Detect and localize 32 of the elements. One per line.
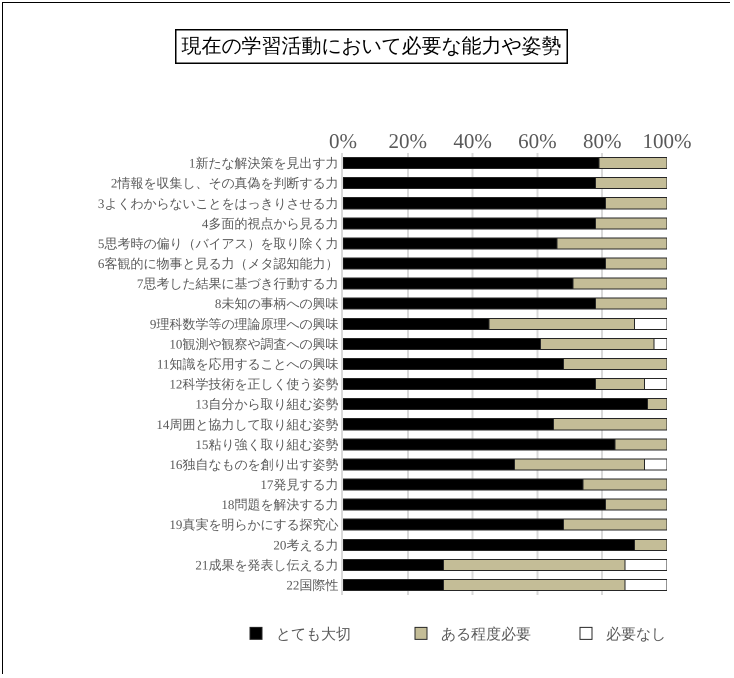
y-tick-label: 21成果を発表し伝える力 (195, 557, 338, 572)
legend-label: 必要なし (606, 626, 666, 644)
x-tick-label: 100% (642, 128, 692, 153)
y-tick-label: 8未知の事柄への興味 (214, 296, 338, 312)
y-tick-label: 12科学技術を正しく使う姿勢 (169, 376, 338, 392)
y-tick-label: 7思考した結果に基づき行動する力 (136, 276, 338, 292)
y-tick-label: 15粘り強く取り組む姿勢 (195, 436, 338, 452)
legend-label: とても大切 (276, 626, 351, 644)
x-tick-label: 80% (582, 128, 622, 153)
chart-title: 現在の学習活動において必要な能力や姿勢 (182, 36, 562, 58)
y-tick-label: 10観測や観察や調査への興味 (169, 336, 338, 352)
y-tick-label: 2情報を収集し、その真偽を判断する力 (110, 176, 338, 191)
y-tick-label: 3よくわからないことをはっきりさせる力 (98, 196, 338, 211)
y-tick-label: 19真実を明らかにする探究心 (169, 517, 338, 532)
x-tick-label: 60% (518, 128, 557, 153)
y-tick-label: 11知識を応用することへの興味 (156, 356, 338, 372)
x-tick-label: 40% (453, 128, 492, 153)
x-tick-label: 0% (329, 128, 357, 153)
y-tick-label: 5思考時の偏り（バイアス）を取り除く力 (98, 236, 338, 251)
y-tick-label: 4多面的視点から見る力 (202, 216, 338, 231)
y-tick-label: 16独自なものを創り出す姿勢 (169, 456, 338, 472)
y-tick-label: 14周囲と協力して取り組む姿勢 (156, 416, 338, 432)
y-tick-label: 13自分から取り組む姿勢 (195, 396, 338, 412)
x-tick-label: 20% (388, 128, 428, 153)
legend-label: ある程度必要 (441, 626, 531, 644)
y-tick-label: 20考える力 (273, 537, 338, 552)
y-tick-label: 17発見する力 (260, 477, 338, 492)
y-tick-label: 1新たな解決策を見出す力 (188, 156, 338, 171)
y-tick-label: 18問題を解決する力 (221, 497, 338, 512)
y-tick-label: 22国際性 (286, 578, 338, 592)
y-tick-label: 6客観的に物事と見る力（メタ認知能力） (98, 256, 338, 272)
y-tick-label: 9理科数学等の理論原理への興味 (150, 316, 338, 332)
